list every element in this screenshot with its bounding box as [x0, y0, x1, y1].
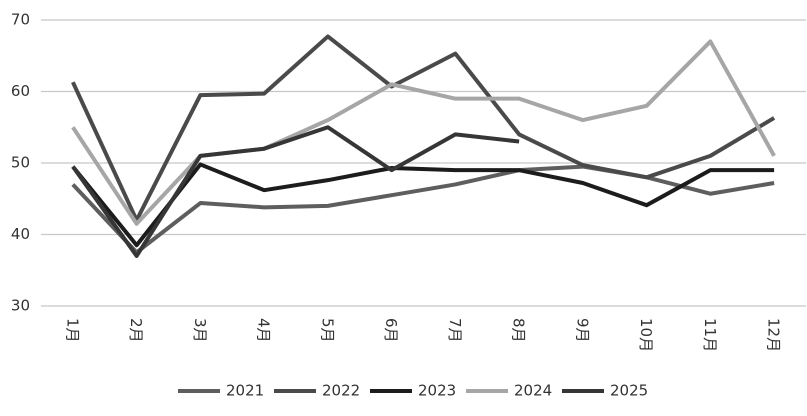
series-line — [71, 34, 776, 223]
y-tick-label: 70 — [11, 11, 30, 29]
y-tick-label: 30 — [11, 297, 30, 315]
x-tick-label: 10月 — [637, 318, 655, 352]
x-tick-label: 7月 — [446, 318, 464, 343]
x-tick-label: 8月 — [510, 318, 528, 343]
x-tick-label: 5月 — [318, 318, 336, 343]
legend-label: 2021 — [226, 382, 264, 400]
x-tick-label: 9月 — [573, 318, 591, 343]
legend-label: 2022 — [322, 382, 360, 400]
y-tick-label: 60 — [11, 82, 30, 100]
series-line — [71, 125, 520, 258]
y-tick-label: 50 — [11, 154, 30, 172]
series-line — [71, 39, 776, 226]
x-tick-label: 6月 — [382, 318, 400, 343]
x-tick-label: 4月 — [255, 318, 273, 343]
x-tick-label: 12月 — [765, 318, 783, 352]
x-tick-label: 3月 — [191, 318, 209, 343]
series-line — [71, 162, 775, 248]
legend-label: 2025 — [610, 382, 648, 400]
legend-label: 2023 — [418, 382, 456, 400]
x-tick-label: 1月 — [63, 318, 81, 343]
series-line — [71, 164, 775, 255]
y-tick-label: 40 — [11, 225, 30, 243]
x-tick-label: 11月 — [701, 318, 719, 352]
x-tick-label: 2月 — [127, 318, 145, 343]
legend-label: 2024 — [514, 382, 552, 400]
